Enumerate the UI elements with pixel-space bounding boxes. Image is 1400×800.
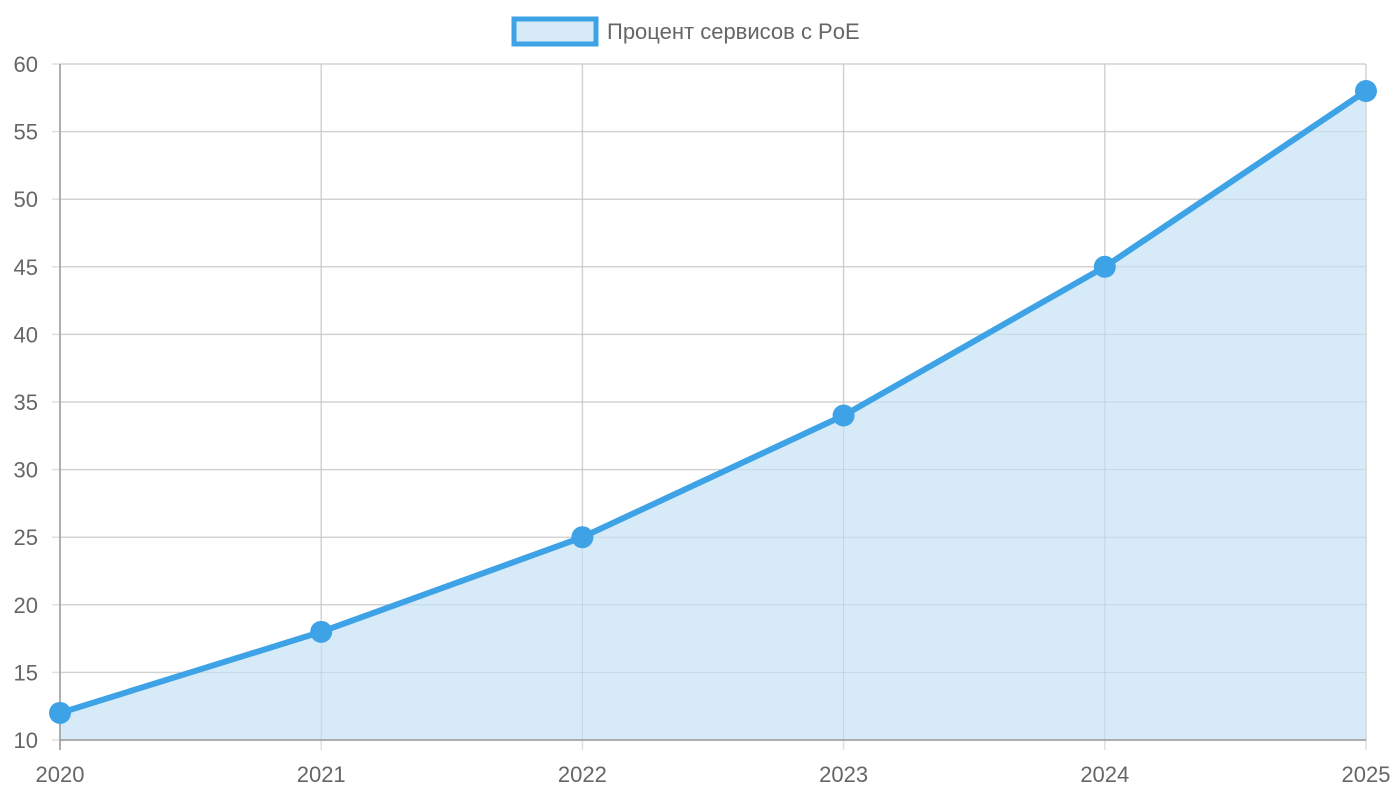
legend-label: Процент сервисов с PoE [607, 19, 860, 44]
data-point-2023[interactable] [832, 404, 855, 427]
data-point-2022[interactable] [571, 526, 594, 549]
y-tick-label: 50 [14, 187, 38, 212]
y-tick-label: 55 [14, 120, 38, 145]
x-axis-ticks: 2020 2021 2022 2023 2024 2025 [36, 762, 1391, 787]
data-point-2025[interactable] [1355, 80, 1377, 103]
legend[interactable]: Процент сервисов с PoE [511, 16, 860, 47]
data-point-2024[interactable] [1093, 255, 1116, 278]
x-tick-label: 2022 [558, 762, 607, 787]
x-tick-label: 2020 [36, 762, 85, 787]
area-layer [59, 63, 1367, 741]
data-point-2020[interactable] [49, 701, 71, 724]
y-tick-label: 60 [14, 52, 38, 77]
y-tick-label: 45 [14, 255, 38, 280]
x-tick-label: 2024 [1080, 762, 1129, 787]
legend-swatch[interactable] [511, 16, 599, 47]
y-tick-label: 10 [14, 728, 38, 753]
series-line [57, 88, 1369, 716]
y-tick-label: 30 [14, 458, 38, 483]
data-point-2021[interactable] [310, 620, 333, 643]
axis-layer [59, 64, 1366, 750]
y-axis-ticks: 10 15 20 25 30 35 40 45 50 55 60 [14, 52, 38, 753]
x-tick-label: 2021 [297, 762, 346, 787]
point-layer [49, 80, 1377, 724]
x-tick-label: 2023 [819, 762, 868, 787]
x-tick-label: 2025 [1342, 762, 1391, 787]
y-tick-label: 20 [14, 593, 38, 618]
y-tick-label: 15 [14, 660, 38, 685]
y-tick-label: 35 [14, 390, 38, 415]
y-tick-label: 40 [14, 322, 38, 347]
series-area-fill [60, 91, 1366, 741]
line-layer [57, 88, 1369, 716]
y-tick-label: 25 [14, 525, 38, 550]
